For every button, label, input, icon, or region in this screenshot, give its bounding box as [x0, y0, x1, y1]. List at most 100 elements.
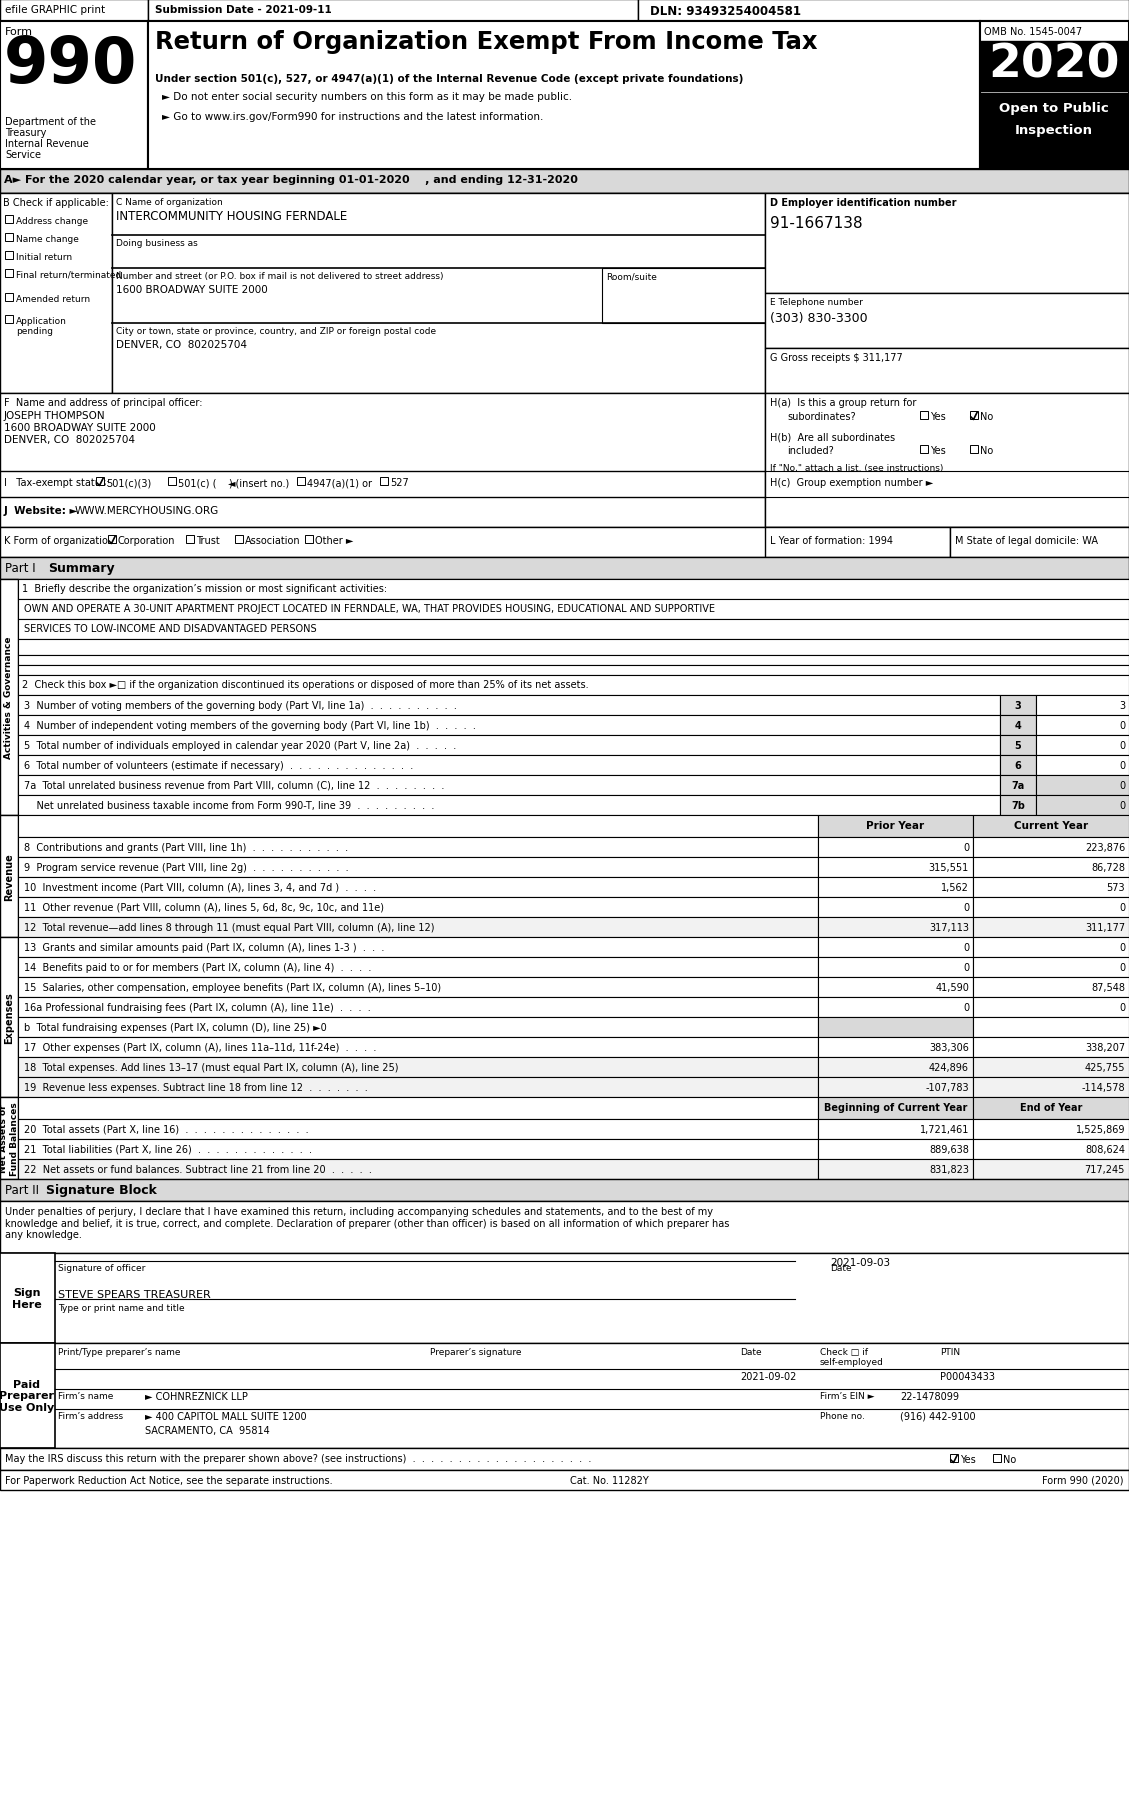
Text: Phone no.: Phone no. — [820, 1411, 865, 1420]
Text: 21  Total liabilities (Part X, line 26)  .  .  .  .  .  .  .  .  .  .  .  .  .: 21 Total liabilities (Part X, line 26) .… — [24, 1144, 312, 1155]
Bar — [973, 815, 1129, 837]
Bar — [18, 676, 1129, 696]
Text: Yes: Yes — [930, 446, 946, 455]
Text: H(b)  Are all subordinates: H(b) Are all subordinates — [770, 432, 895, 441]
Text: 12  Total revenue—add lines 8 through 11 (must equal Part VIII, column (A), line: 12 Total revenue—add lines 8 through 11 … — [24, 923, 435, 932]
Text: ► 400 CAPITOL MALL SUITE 1200: ► 400 CAPITOL MALL SUITE 1200 — [145, 1411, 307, 1422]
Text: (916) 442-9100: (916) 442-9100 — [900, 1411, 975, 1422]
Text: Firm’s EIN ►: Firm’s EIN ► — [820, 1391, 875, 1400]
Bar — [18, 665, 1129, 676]
Bar — [18, 1017, 819, 1037]
Bar — [18, 815, 819, 837]
Text: Date: Date — [830, 1263, 851, 1272]
Text: 0: 0 — [1119, 741, 1124, 750]
Bar — [18, 716, 1000, 735]
Text: 0: 0 — [1119, 801, 1124, 811]
Text: 383,306: 383,306 — [929, 1043, 969, 1052]
Text: Net Assets or
Fund Balances: Net Assets or Fund Balances — [0, 1102, 19, 1175]
Bar — [973, 997, 1129, 1017]
Text: 317,113: 317,113 — [929, 923, 969, 932]
Bar — [18, 656, 1129, 665]
Text: efile GRAPHIC print: efile GRAPHIC print — [5, 5, 105, 14]
Bar — [5, 316, 14, 323]
Text: 831,823: 831,823 — [929, 1164, 969, 1175]
Bar — [18, 795, 1000, 815]
Bar — [0, 1180, 1129, 1202]
Text: 0: 0 — [1119, 721, 1124, 730]
Bar — [819, 1119, 973, 1140]
Bar — [819, 858, 973, 878]
Bar — [18, 978, 819, 997]
Text: OWN AND OPERATE A 30-UNIT APARTMENT PROJECT LOCATED IN FERNDALE, WA, THAT PROVID: OWN AND OPERATE A 30-UNIT APARTMENT PROJ… — [24, 604, 715, 614]
Text: 717,245: 717,245 — [1085, 1164, 1124, 1175]
Text: Print/Type preparer’s name: Print/Type preparer’s name — [58, 1348, 181, 1357]
Text: 10  Investment income (Part VIII, column (A), lines 3, 4, and 7d )  .  .  .  .: 10 Investment income (Part VIII, column … — [24, 882, 376, 893]
Bar — [819, 938, 973, 958]
Text: 315,551: 315,551 — [929, 862, 969, 873]
Text: Address change: Address change — [16, 217, 88, 226]
Text: 7a  Total unrelated business revenue from Part VIII, column (C), line 12  .  .  : 7a Total unrelated business revenue from… — [24, 781, 445, 791]
Text: 501(c) (    ): 501(c) ( ) — [178, 477, 233, 488]
Bar — [0, 558, 1129, 580]
Bar — [819, 978, 973, 997]
Bar — [18, 837, 819, 858]
Text: ◄(insert no.): ◄(insert no.) — [228, 477, 289, 488]
Text: Doing business as: Doing business as — [116, 239, 198, 248]
Bar — [638, 0, 1129, 22]
Text: 0: 0 — [1119, 1003, 1124, 1012]
Text: 990: 990 — [5, 34, 138, 96]
Text: Beginning of Current Year: Beginning of Current Year — [824, 1102, 968, 1113]
Bar — [765, 528, 949, 558]
Text: 0: 0 — [963, 1003, 969, 1012]
Text: Return of Organization Exempt From Income Tax: Return of Organization Exempt From Incom… — [155, 31, 817, 54]
Bar — [980, 42, 1129, 92]
Text: 7b: 7b — [1012, 801, 1025, 811]
Bar — [819, 1037, 973, 1057]
Text: 4  Number of independent voting members of the governing body (Part VI, line 1b): 4 Number of independent voting members o… — [24, 721, 476, 730]
Text: A► For the 2020 calendar year, or tax year beginning 01-01-2020    , and ending : A► For the 2020 calendar year, or tax ye… — [5, 175, 578, 184]
Bar — [0, 580, 18, 815]
Bar — [18, 600, 1129, 620]
Text: Firm’s name: Firm’s name — [58, 1391, 113, 1400]
Text: M State of legal domicile: WA: M State of legal domicile: WA — [955, 535, 1099, 546]
Bar — [819, 1160, 973, 1180]
Text: b  Total fundraising expenses (Part IX, column (D), line 25) ►0: b Total fundraising expenses (Part IX, c… — [24, 1023, 326, 1032]
Bar — [1036, 795, 1129, 815]
Text: DENVER, CO  802025704: DENVER, CO 802025704 — [5, 435, 135, 445]
Text: 1  Briefly describe the organization’s mission or most significant activities:: 1 Briefly describe the organization’s mi… — [21, 584, 387, 595]
Text: 0: 0 — [1119, 943, 1124, 952]
Text: 3: 3 — [1015, 701, 1022, 710]
Bar — [819, 1097, 973, 1119]
Bar — [819, 918, 973, 938]
Bar — [973, 978, 1129, 997]
Bar — [920, 412, 928, 419]
Text: 527: 527 — [390, 477, 409, 488]
Bar — [970, 446, 978, 454]
Text: 1,525,869: 1,525,869 — [1076, 1124, 1124, 1135]
Text: Internal Revenue: Internal Revenue — [5, 139, 89, 148]
Text: 4947(a)(1) or: 4947(a)(1) or — [307, 477, 371, 488]
Bar — [1000, 735, 1036, 755]
Text: Yes: Yes — [960, 1455, 975, 1464]
Bar — [973, 918, 1129, 938]
Bar — [5, 215, 14, 224]
Bar — [112, 193, 765, 394]
Text: Initial return: Initial return — [16, 253, 72, 262]
Text: Submission Date - 2021-09-11: Submission Date - 2021-09-11 — [155, 5, 332, 14]
Text: 311,177: 311,177 — [1085, 923, 1124, 932]
Bar — [18, 640, 1129, 656]
Text: Form: Form — [5, 27, 33, 36]
Bar — [5, 295, 14, 302]
Text: DLN: 93493254004581: DLN: 93493254004581 — [650, 5, 800, 18]
Bar — [148, 22, 980, 170]
Bar — [18, 1140, 819, 1160]
Text: F  Name and address of principal officer:: F Name and address of principal officer: — [5, 398, 202, 408]
Text: 0: 0 — [1119, 761, 1124, 770]
Text: 0: 0 — [1119, 902, 1124, 913]
Bar — [973, 1140, 1129, 1160]
Bar — [0, 528, 1129, 558]
Bar — [973, 1057, 1129, 1077]
Bar — [0, 193, 112, 394]
Text: Cat. No. 11282Y: Cat. No. 11282Y — [570, 1475, 649, 1485]
Bar — [18, 938, 819, 958]
